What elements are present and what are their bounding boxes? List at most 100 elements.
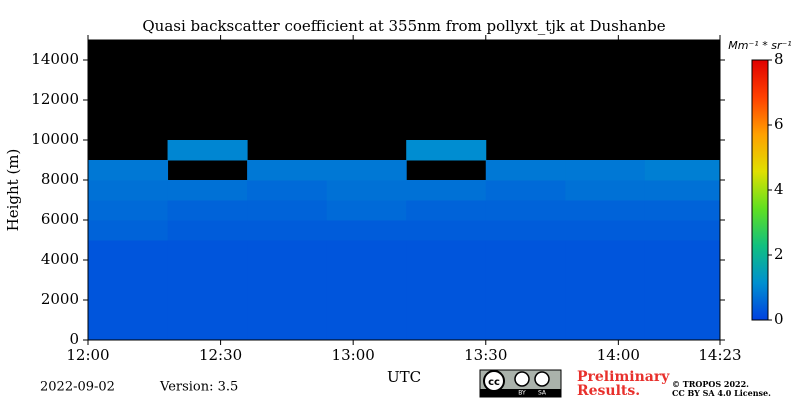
chart-title: Quasi backscatter coefficient at 355nm f… — [142, 17, 665, 35]
x-tick-label: 13:30 — [464, 346, 507, 364]
plot-frame — [87, 39, 721, 341]
heat-cell — [406, 220, 487, 241]
heat-cell — [565, 260, 646, 281]
heat-cell — [88, 180, 169, 201]
heat-cell — [167, 300, 248, 321]
heat-cell — [565, 280, 646, 301]
heat-cell — [88, 220, 169, 241]
colorbar-label: Mm⁻¹ * sr⁻¹ — [728, 39, 791, 52]
badge-cc-icon — [483, 370, 505, 392]
notice-line: Preliminary — [577, 369, 670, 385]
colorbar-tick-label: 4 — [774, 180, 784, 198]
heat-cell — [167, 320, 248, 341]
heat-cell — [88, 240, 169, 261]
heat-cell — [565, 240, 646, 261]
heat-cell — [406, 280, 487, 301]
x-tick-label: 14:00 — [597, 346, 640, 364]
heat-cell — [88, 280, 169, 301]
copyright-line: CC BY SA 4.0 License. — [672, 388, 771, 398]
heat-cell — [247, 220, 328, 241]
heat-cell — [485, 240, 566, 261]
heat-cell — [485, 200, 566, 221]
heat-cell — [406, 240, 487, 261]
x-tick-label: 13:00 — [332, 346, 375, 364]
y-tick-label: 0 — [69, 330, 79, 348]
heat-cell — [406, 180, 487, 201]
heat-cell — [565, 320, 646, 341]
heat-cell — [167, 260, 248, 281]
heat-cell — [247, 300, 328, 321]
version: Version: 3.5 — [159, 380, 238, 395]
heat-cell — [485, 260, 566, 281]
heat-cell — [485, 180, 566, 201]
heat-cell — [247, 280, 328, 301]
heat-cell — [485, 320, 566, 341]
heat-cell — [644, 160, 721, 181]
heat-cell — [644, 220, 721, 241]
x-tick-label: 14:23 — [698, 346, 741, 364]
heat-cell — [326, 260, 407, 281]
y-tick-label: 12000 — [31, 90, 79, 108]
colorbar-tick-label: 8 — [774, 50, 784, 68]
heat-cell — [406, 200, 487, 221]
heat-cell — [565, 300, 646, 321]
heat-cell — [326, 300, 407, 321]
heat-cell — [485, 300, 566, 321]
colorbar-tick-label: 0 — [774, 310, 784, 328]
heat-cell — [644, 180, 721, 201]
heat-cell — [88, 200, 169, 221]
heat-cell — [326, 240, 407, 261]
y-tick-label: 4000 — [41, 250, 79, 268]
heat-cell — [406, 320, 487, 341]
heat-cell — [167, 180, 248, 201]
heat-cell — [644, 320, 721, 341]
y-axis-label: Height (m) — [4, 149, 22, 232]
x-tick-label: 12:30 — [199, 346, 242, 364]
heat-cell — [644, 260, 721, 281]
colorbar-tick-label: 6 — [774, 115, 784, 133]
heat-cell — [644, 200, 721, 221]
heat-cell — [167, 220, 248, 241]
heat-cell — [565, 220, 646, 241]
badge-cc: cc — [488, 377, 500, 388]
heat-cell — [565, 200, 646, 221]
heat-cell — [88, 320, 169, 341]
heat-cell — [247, 180, 328, 201]
heat-cell — [485, 280, 566, 301]
heat-cell — [406, 260, 487, 281]
heat-cell — [88, 300, 169, 321]
x-tick-label: 12:00 — [66, 346, 109, 364]
badge-sa-icon — [534, 371, 550, 387]
heat-cell — [485, 160, 566, 181]
heat-cell — [644, 280, 721, 301]
date: 2022-09-02 — [40, 380, 115, 395]
colorbar — [751, 59, 769, 321]
heat-cell — [326, 280, 407, 301]
badge-sa: SA — [538, 390, 547, 397]
heat-cell — [406, 300, 487, 321]
copyright-line: © TROPOS 2022. — [672, 379, 749, 389]
badge-strip — [480, 389, 561, 397]
y-tick-label: 8000 — [41, 170, 79, 188]
heat-cell — [644, 300, 721, 321]
badge-by-icon — [514, 371, 530, 387]
heat-cell — [565, 160, 646, 181]
heat-cell — [88, 160, 169, 181]
notice-line: Results. — [577, 383, 640, 399]
heat-cell — [167, 140, 248, 161]
heat-cell — [644, 240, 721, 261]
y-tick-label: 10000 — [31, 130, 79, 148]
x-axis-label: UTC — [387, 368, 421, 386]
heat-cell — [326, 200, 407, 221]
heat-cell — [565, 180, 646, 201]
colorbar-tick-label: 2 — [774, 245, 784, 263]
heat-cell — [247, 260, 328, 281]
y-tick-label: 6000 — [41, 210, 79, 228]
heat-cell — [247, 320, 328, 341]
heat-cell — [406, 140, 487, 161]
heat-cell — [247, 240, 328, 261]
license-badge: cc BY SA — [479, 369, 562, 398]
badge-by: BY — [518, 390, 526, 397]
y-tick-label: 2000 — [41, 290, 79, 308]
